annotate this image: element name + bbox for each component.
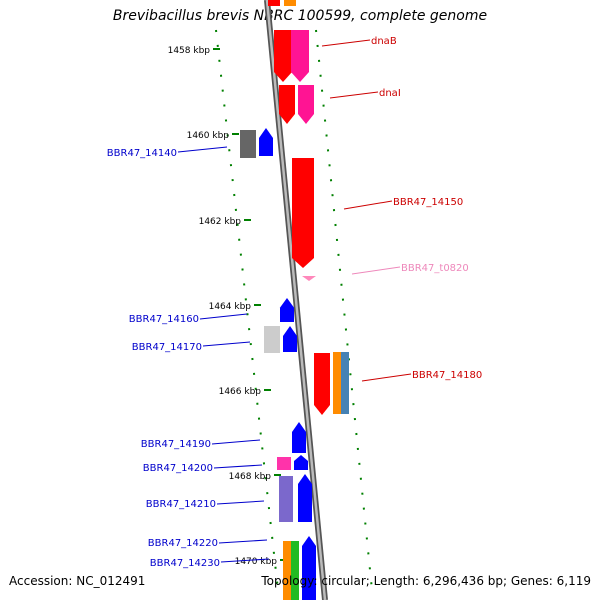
gene-label-leader [218,539,268,544]
kbp-tick-label: 1458 kbp [168,46,211,56]
BBR47_14210-purple-block [279,476,293,522]
BBR47_14200-gene-arrow [294,455,308,470]
gene-top-red [268,0,280,6]
BBR47_14180-orange-block [333,352,341,414]
kbp-tick-label: 1464 kbp [209,302,252,312]
BBR47_t0820-trna-mark [302,276,316,281]
BBR47_14170-gene-arrow [283,326,297,352]
gene-label-leader [220,558,270,563]
gene-label-left: BBR47_14190 [141,439,211,450]
BBR47_14190-gene-arrow [292,422,306,453]
gene-label-left: BBR47_14210 [146,499,216,510]
gene-label-leader [177,146,228,153]
gene-top-orange [284,0,296,6]
gene-label-leader [329,91,379,99]
BBR47_14140-gray-block [240,130,256,158]
BBR47_14160-gene-arrow [280,298,294,322]
map-title: Brevibacillus brevis NBRC 100599, comple… [112,8,488,24]
BBR47_14210-gene-arrow [298,474,312,522]
kbp-tick-label: 1470 kbp [235,557,278,567]
gene-label-right: BBR47_t0820 [401,263,469,274]
gene-label-left: BBR47_14200 [143,463,213,474]
BBR47_14220-orange-block [283,541,291,600]
dnaI-gene-arrow [279,85,295,124]
BBR47_14220-green-block [291,541,299,600]
dnaB-gene-arrow-2 [291,30,309,82]
gene-label-left: BBR47_14140 [107,148,177,159]
BBR47_14150-gene-arrow [292,158,314,268]
gene-label-right: dnaI [379,88,401,99]
BBR47_14180-gene-arrow [314,353,330,415]
kbp-tick-label: 1466 kbp [219,387,262,397]
kbp-tick-label: 1462 kbp [199,217,242,227]
BBR47_14230-gene-arrow [302,536,316,600]
gene-label-leader [343,200,393,210]
gene-label-right: dnaB [371,36,397,47]
kbp-tick-label: 1460 kbp [187,131,230,141]
gene-label-leader [361,373,412,382]
genome-summary-text: Topology: circular; Length: 6,296,436 bp… [261,574,591,588]
gene-label-leader [213,464,263,469]
right-guide-track [315,29,373,591]
gene-label-leader [351,266,401,275]
genome-backbone-highlight [265,0,327,600]
gene-label-leader [216,500,265,505]
kbp-tick-label: 1468 kbp [229,472,272,482]
gene-label-leader [199,313,248,320]
gene-label-left: BBR47_14170 [132,342,202,353]
gene-label-left: BBR47_14230 [150,558,220,569]
gene-label-left: BBR47_14160 [129,314,199,325]
dnaB-gene-arrow [274,30,292,82]
BBR47_14140-gene-arrow [259,128,273,156]
gene-label-leader [321,39,371,47]
BBR47_14170-gray-block [264,326,280,353]
BBR47_14180-blue-block [341,352,349,414]
gene-label-leader [211,439,261,445]
gene-label-right: BBR47_14180 [412,370,482,381]
gene-label-right: BBR47_14150 [393,197,463,208]
accession-text: Accession: NC_012491 [9,574,146,588]
gene-label-left: BBR47_14220 [148,538,218,549]
dnaI-gene-arrow-2 [298,85,314,124]
gene-label-leader [202,341,251,347]
BBR47_14200-pink-block [277,457,291,470]
